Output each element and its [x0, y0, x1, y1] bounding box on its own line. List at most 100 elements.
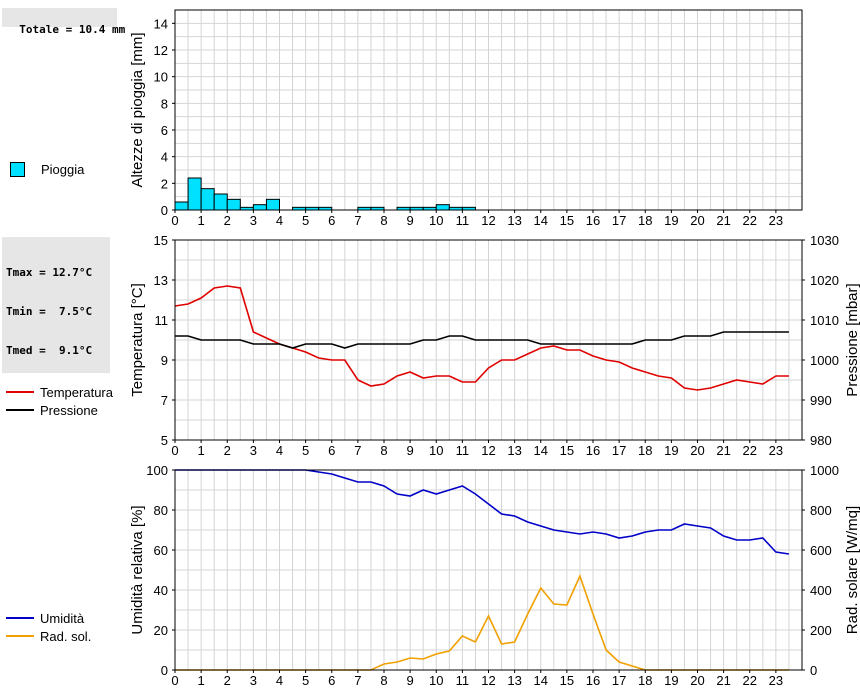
x-tick-label: 1 — [198, 673, 205, 688]
x-tick-label: 0 — [171, 443, 178, 458]
x-tick-label: 14 — [534, 673, 548, 688]
humidity-legend: Umidità Rad. sol. — [6, 609, 91, 645]
umidita-swatch — [6, 617, 34, 619]
legend-item-pioggia: Pioggia — [6, 160, 84, 178]
x-tick-label: 7 — [354, 443, 361, 458]
chart-panel-2: 0 1 2 3 4 5 6 7 8 9 10 11 12 13 14 15 16 17 18 19 20 21 22 2357… — [129, 233, 860, 458]
x-tick-label: 3 — [250, 443, 257, 458]
x-tick-label: 15 — [560, 213, 574, 228]
bar-pioggia — [174, 201, 189, 211]
bar-pioggia — [252, 204, 267, 211]
y-tick-label: 11 — [155, 313, 169, 328]
x-tick-label: 4 — [276, 673, 283, 688]
y-tick-label: 5 — [161, 433, 168, 448]
x-tick-label: 9 — [407, 443, 414, 458]
x-tick-label: 13 — [507, 443, 521, 458]
x-tick-label: 2 — [224, 673, 231, 688]
x-tick-label: 3 — [250, 213, 257, 228]
temperatura-swatch — [6, 391, 34, 393]
x-tick-label: 18 — [638, 673, 652, 688]
radsol-swatch — [6, 635, 34, 637]
bar-pioggia — [226, 198, 241, 211]
y-tick-label: 20 — [154, 623, 168, 638]
tmed-text: Tmed = 9.1°C — [6, 344, 93, 357]
x-tick-label: 4 — [276, 213, 283, 228]
y-right-tick-label: 1010 — [810, 313, 839, 328]
tmax-text: Tmax = 12.7°C — [6, 266, 93, 279]
y-right-tick-label: 400 — [810, 583, 832, 598]
bar-pioggia — [265, 198, 280, 211]
temperature-legend: Temperatura Pressione — [6, 383, 113, 419]
bar-pioggia — [213, 193, 228, 211]
y-tick-label: 9 — [161, 353, 168, 368]
y-tick-label: 40 — [154, 583, 168, 598]
legend-label-pressione: Pressione — [40, 402, 98, 418]
rain-legend: Pioggia — [6, 160, 84, 178]
x-tick-label: 3 — [250, 673, 257, 688]
x-tick-label: 8 — [380, 443, 387, 458]
y-axis-title-right: Rad. solare [W/mq] — [844, 506, 860, 634]
x-tick-label: 11 — [456, 673, 470, 688]
x-tick-label: 12 — [481, 443, 495, 458]
x-tick-label: 16 — [586, 673, 600, 688]
y-right-tick-label: 600 — [810, 543, 832, 558]
y-axis-title: Altezze di pioggia [mm] — [129, 32, 146, 187]
legend-item-pressione: Pressione — [6, 401, 113, 419]
x-tick-label: 22 — [743, 213, 757, 228]
bar-pioggia — [187, 177, 202, 211]
x-tick-label: 15 — [560, 443, 574, 458]
x-tick-label: 18 — [638, 443, 652, 458]
x-tick-label: 20 — [690, 673, 704, 688]
x-tick-label: 10 — [429, 213, 443, 228]
y-tick-label: 4 — [161, 150, 168, 165]
x-tick-label: 6 — [328, 443, 335, 458]
rain-total-box: Totale = 10.4 mm — [2, 8, 125, 36]
x-tick-label: 15 — [560, 673, 574, 688]
x-tick-label: 8 — [380, 673, 387, 688]
temperature-stats-box: Tmax = 12.7°C Tmin = 7.5°C Tmed = 9.1°C — [2, 237, 110, 373]
y-tick-label: 6 — [161, 123, 168, 138]
x-tick-label: 17 — [612, 213, 626, 228]
pressione-swatch — [6, 409, 34, 411]
x-tick-label: 1 — [198, 443, 205, 458]
x-tick-label: 18 — [638, 213, 652, 228]
x-tick-label: 6 — [328, 673, 335, 688]
x-tick-label: 17 — [612, 673, 626, 688]
legend-item-radsol: Rad. sol. — [6, 627, 91, 645]
y-right-tick-label: 1000 — [810, 353, 839, 368]
x-tick-label: 7 — [354, 213, 361, 228]
x-tick-label: 2 — [224, 443, 231, 458]
y-tick-label: 10 — [154, 70, 168, 85]
chart-panel-3: 0 1 2 3 4 5 6 7 8 9 10 11 12 13 14 15 16 17 18 19 20 21 22 2302… — [129, 463, 860, 688]
y-axis-title: Temperatura [°C] — [129, 283, 146, 397]
x-tick-label: 6 — [328, 213, 335, 228]
x-tick-label: 20 — [690, 213, 704, 228]
x-tick-label: 1 — [198, 213, 205, 228]
y-tick-label: 60 — [154, 543, 168, 558]
x-tick-label: 14 — [534, 443, 548, 458]
y-tick-label: 0 — [161, 203, 168, 218]
x-tick-label: 9 — [407, 673, 414, 688]
y-tick-label: 15 — [154, 233, 168, 248]
x-tick-label: 0 — [171, 673, 178, 688]
y-right-tick-label: 200 — [810, 623, 832, 638]
x-tick-label: 23 — [769, 213, 783, 228]
series-line-pressione — [175, 331, 789, 349]
bar-pioggia — [200, 188, 215, 211]
y-right-tick-label: 1020 — [810, 273, 839, 288]
x-tick-label: 10 — [429, 673, 443, 688]
x-tick-label: 13 — [507, 213, 521, 228]
x-tick-label: 8 — [380, 213, 387, 228]
y-right-tick-label: 1000 — [810, 463, 839, 478]
series-line-temperatura — [174, 285, 789, 391]
x-tick-label: 22 — [743, 443, 757, 458]
y-right-tick-label: 1030 — [810, 233, 839, 248]
legend-item-umidita: Umidità — [6, 609, 91, 627]
bar-pioggia — [435, 204, 450, 211]
legend-label-radsol: Rad. sol. — [40, 628, 92, 644]
y-right-tick-label: 800 — [810, 503, 832, 518]
rain-total-text: Totale = 10.4 mm — [19, 23, 126, 36]
y-right-tick-label: 990 — [810, 393, 832, 408]
y-tick-label: 8 — [161, 96, 168, 111]
x-tick-label: 14 — [534, 213, 548, 228]
